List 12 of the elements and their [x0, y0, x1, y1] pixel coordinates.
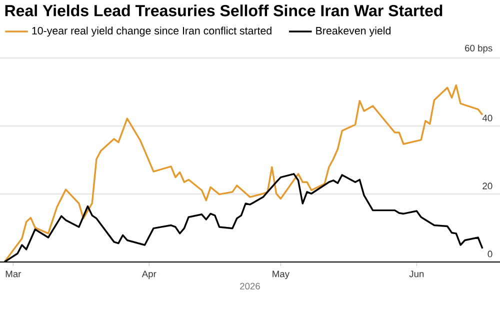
- chart-title: Real Yields Lead Treasuries Selloff Since Iran War Started: [5, 4, 442, 16]
- legend-label: Breakeven yield: [316, 26, 390, 37]
- x-tick-label: Jun: [409, 270, 424, 278]
- legend-label: 10-year real yield change since Iran conflict started: [32, 26, 272, 37]
- x-tick-label: May: [272, 270, 290, 280]
- y-tick-label: 0: [488, 250, 492, 258]
- x-tick-label: Apr: [142, 270, 156, 280]
- y-tick-label: 20: [482, 182, 492, 190]
- y-tick-label: 40: [482, 114, 492, 122]
- y-tick-label: 60 bps: [465, 44, 492, 54]
- x-axis-title: 2026: [240, 282, 260, 290]
- x-tick-label: Mar: [6, 270, 22, 278]
